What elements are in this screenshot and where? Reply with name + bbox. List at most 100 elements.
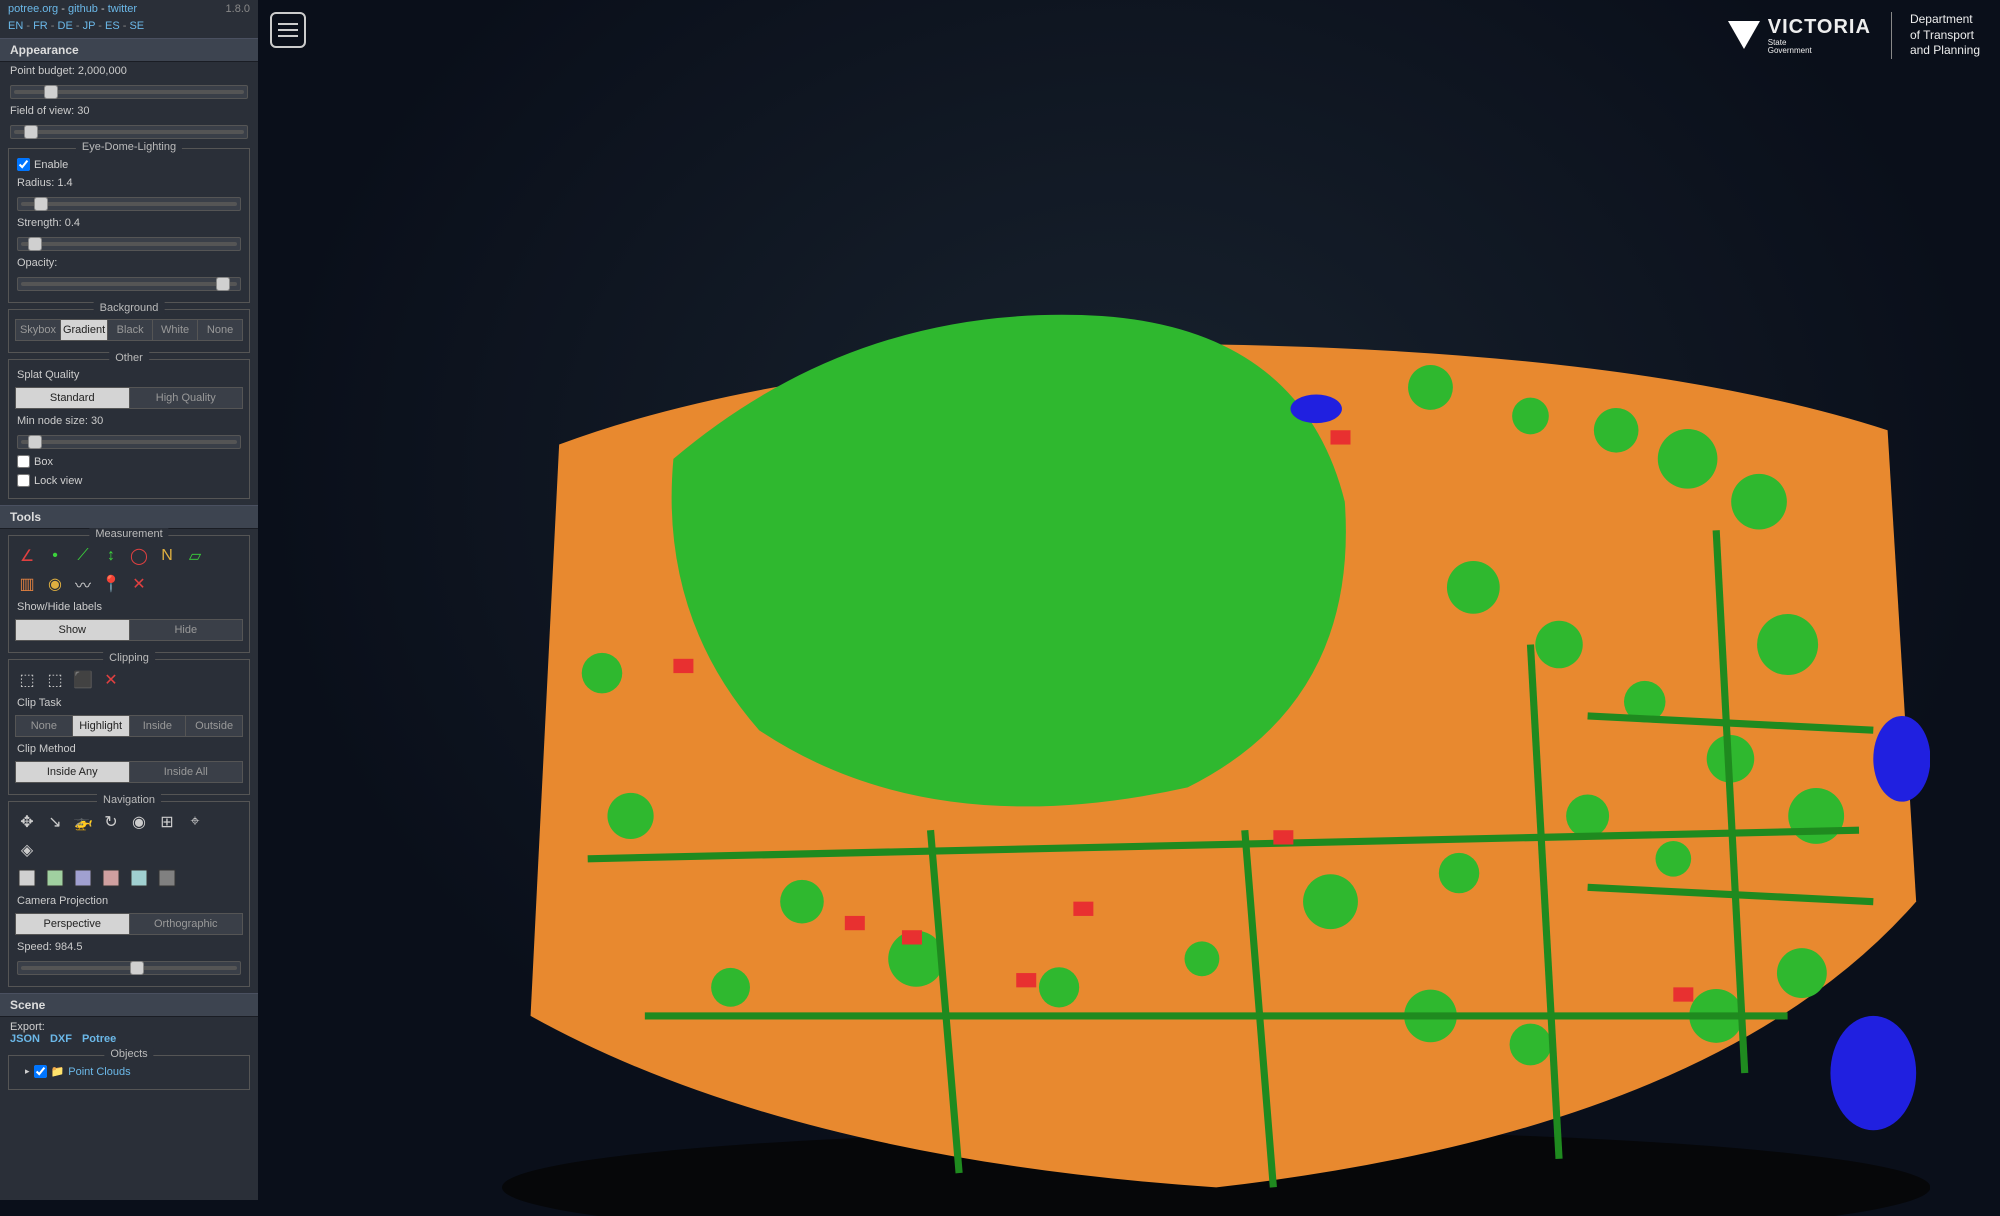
annotation-icon[interactable]: 📍 [99, 572, 123, 596]
point-budget-slider[interactable] [10, 85, 248, 99]
lang-de[interactable]: DE [58, 20, 73, 32]
clip-method-inside-all[interactable]: Inside All [130, 761, 244, 783]
clip-method-inside-any[interactable]: Inside Any [15, 761, 130, 783]
top-links: potree.org - github - twitter 1.8.0 [0, 0, 258, 18]
azimuth-icon[interactable]: N [155, 544, 179, 568]
clip-polygon-icon[interactable]: ⬚ [43, 668, 67, 692]
viewport[interactable]: VICTORIA State Government Department of … [258, 0, 2000, 1200]
section-tools[interactable]: Tools [0, 505, 258, 529]
lock-view-checkbox[interactable] [17, 474, 30, 487]
background-group: Background SkyboxGradientBlackWhiteNone [8, 309, 250, 353]
clip-task-none[interactable]: None [15, 715, 73, 737]
edl-opacity-label: Opacity: [15, 254, 243, 272]
point-cloud-render[interactable] [502, 216, 1930, 1056]
victoria-triangle-icon [1728, 21, 1760, 49]
min-node-slider[interactable] [17, 435, 241, 449]
splat-option-standard[interactable]: Standard [15, 387, 130, 409]
angle-icon[interactable]: ∠ [15, 544, 39, 568]
navigation-group: Navigation ✥↘🚁↻◉⊞⌖ ◈ Camera Projection P… [8, 801, 250, 987]
bg-option-gradient[interactable]: Gradient [61, 319, 108, 341]
remove-icon[interactable]: ✕ [127, 572, 151, 596]
clipping-legend: Clipping [103, 652, 155, 664]
github-link[interactable]: github [68, 3, 98, 15]
view-cube-4[interactable] [127, 866, 151, 890]
projection-label: Camera Projection [15, 892, 243, 910]
volume-icon[interactable]: ▥ [15, 572, 39, 596]
distance-icon[interactable]: ⟋ [71, 544, 95, 568]
clip-task-outside[interactable]: Outside [186, 715, 243, 737]
sphere-icon[interactable]: ◉ [43, 572, 67, 596]
site-link[interactable]: potree.org [8, 3, 58, 15]
lang-se[interactable]: SE [129, 20, 144, 32]
point-icon[interactable]: • [43, 544, 67, 568]
fov-slider[interactable] [10, 125, 248, 139]
lock-view-label: Lock view [34, 475, 82, 487]
export-potree[interactable]: Potree [82, 1033, 116, 1045]
edl-group: Eye-Dome-Lighting Enable Radius: 1.4 Str… [8, 148, 250, 303]
nav-cube-icon[interactable]: ◈ [15, 838, 39, 862]
lang-en[interactable]: EN [8, 20, 23, 32]
tree-node[interactable]: ▸📁Point Clouds [15, 1062, 243, 1081]
bg-option-white[interactable]: White [153, 319, 198, 341]
section-scene[interactable]: Scene [0, 993, 258, 1017]
tree-checkbox[interactable] [34, 1065, 47, 1078]
profile-icon[interactable]: 〰 [71, 572, 95, 596]
point-budget-label: Point budget: 2,000,000 [0, 62, 258, 80]
export-json[interactable]: JSON [10, 1033, 40, 1045]
section-appearance[interactable]: Appearance [0, 38, 258, 62]
heli-control-icon[interactable]: 🚁 [71, 810, 95, 834]
edl-enable-label: Enable [34, 159, 68, 171]
edl-strength-label: Strength: 0.4 [15, 214, 243, 232]
brand-logo: VICTORIA State Government Department of … [1728, 12, 1980, 59]
orbit-control-icon[interactable]: ↻ [99, 810, 123, 834]
fly-control-icon[interactable]: ↘ [43, 810, 67, 834]
lang-jp[interactable]: JP [83, 20, 96, 32]
projection-perspective[interactable]: Perspective [15, 913, 130, 935]
view-cube-5[interactable] [155, 866, 179, 890]
edl-enable-checkbox[interactable] [17, 158, 30, 171]
full-extent-icon[interactable]: ⊞ [155, 810, 179, 834]
clip-remove-icon[interactable]: ✕ [99, 668, 123, 692]
edl-strength-slider[interactable] [17, 237, 241, 251]
bg-option-black[interactable]: Black [108, 319, 153, 341]
measurement-group: Measurement ∠•⟋↕◯N▱ ▥◉〰📍✕ Show/Hide labe… [8, 535, 250, 653]
clip-task-highlight[interactable]: Highlight [73, 715, 130, 737]
clip-task-label: Clip Task [15, 694, 243, 712]
clip-screen-icon[interactable]: ⬛ [71, 668, 95, 692]
view-cube-2[interactable] [71, 866, 95, 890]
vr-control-icon[interactable]: ◉ [127, 810, 151, 834]
label-toggle-show[interactable]: Show [15, 619, 130, 641]
height-icon[interactable]: ↕ [99, 544, 123, 568]
view-cube-1[interactable] [43, 866, 67, 890]
edl-radius-label: Radius: 1.4 [15, 174, 243, 192]
splat-option-high-quality[interactable]: High Quality [130, 387, 244, 409]
speed-slider[interactable] [17, 961, 241, 975]
export-label: Export: [10, 1021, 45, 1033]
projection-orthographic[interactable]: Orthographic [130, 913, 244, 935]
version-label: 1.8.0 [226, 3, 250, 15]
box-checkbox[interactable] [17, 455, 30, 468]
circle-icon[interactable]: ◯ [127, 544, 151, 568]
fov-label: Field of view: 30 [0, 102, 258, 120]
twitter-link[interactable]: twitter [108, 3, 137, 15]
edl-opacity-slider[interactable] [17, 277, 241, 291]
lang-es[interactable]: ES [105, 20, 120, 32]
view-cube-3[interactable] [99, 866, 123, 890]
department-text: Department of Transport and Planning [1891, 12, 1980, 59]
caret-icon[interactable]: ▸ [25, 1066, 30, 1077]
lang-fr[interactable]: FR [33, 20, 48, 32]
menu-toggle-button[interactable] [270, 12, 306, 48]
clip-volume-icon[interactable]: ⬚ [15, 668, 39, 692]
bg-option-skybox[interactable]: Skybox [15, 319, 61, 341]
compass-icon[interactable]: ⌖ [183, 810, 207, 834]
edl-radius-slider[interactable] [17, 197, 241, 211]
clip-task-inside[interactable]: Inside [130, 715, 187, 737]
view-cube-0[interactable] [15, 866, 39, 890]
area-icon[interactable]: ▱ [183, 544, 207, 568]
edl-legend: Eye-Dome-Lighting [76, 141, 182, 153]
earth-control-icon[interactable]: ✥ [15, 810, 39, 834]
export-dxf[interactable]: DXF [50, 1033, 72, 1045]
other-legend: Other [109, 352, 149, 364]
label-toggle-hide[interactable]: Hide [130, 619, 244, 641]
bg-option-none[interactable]: None [198, 319, 243, 341]
